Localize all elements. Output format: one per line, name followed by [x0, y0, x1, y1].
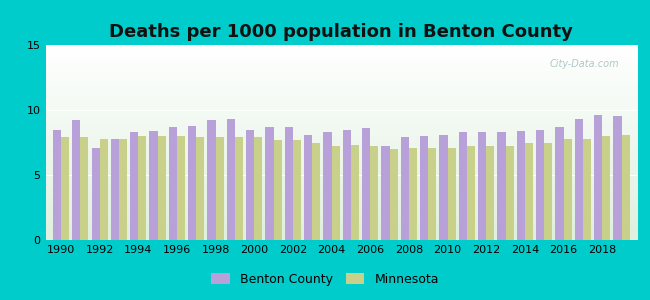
Bar [389, 149, 398, 240]
Bar [227, 119, 235, 240]
Bar [169, 127, 177, 240]
Bar [517, 131, 525, 240]
Bar [401, 137, 409, 240]
Bar [602, 136, 610, 240]
Bar [343, 130, 351, 240]
Bar [621, 135, 630, 240]
Bar [497, 132, 506, 240]
Bar [254, 137, 263, 240]
Bar [177, 136, 185, 240]
Bar [61, 137, 69, 240]
Bar [459, 132, 467, 240]
Bar [362, 128, 370, 240]
Bar [150, 131, 157, 240]
Bar [382, 146, 389, 240]
Bar [351, 145, 359, 240]
Bar [448, 148, 456, 240]
Bar [99, 139, 108, 240]
Bar [614, 116, 621, 240]
Bar [188, 126, 196, 240]
Bar [92, 148, 99, 240]
Bar [409, 148, 417, 240]
Bar [564, 139, 571, 240]
Bar [246, 130, 254, 240]
Bar [196, 137, 204, 240]
Bar [439, 135, 448, 240]
Bar [536, 130, 544, 240]
Bar [575, 119, 583, 240]
Bar [486, 146, 495, 240]
Bar [216, 137, 224, 240]
Text: City-Data.com: City-Data.com [550, 58, 619, 69]
Bar [138, 136, 146, 240]
Bar [594, 115, 602, 240]
Bar [467, 146, 475, 240]
Bar [428, 148, 436, 240]
Bar [119, 139, 127, 240]
Legend: Benton County, Minnesota: Benton County, Minnesota [206, 268, 444, 291]
Bar [235, 137, 243, 240]
Title: Deaths per 1000 population in Benton County: Deaths per 1000 population in Benton Cou… [109, 23, 573, 41]
Bar [285, 127, 293, 240]
Bar [72, 120, 81, 240]
Bar [111, 139, 119, 240]
Bar [583, 139, 591, 240]
Bar [324, 132, 332, 240]
Bar [130, 132, 138, 240]
Bar [207, 120, 216, 240]
Bar [81, 137, 88, 240]
Bar [420, 136, 428, 240]
Bar [304, 135, 312, 240]
Bar [544, 142, 552, 240]
Bar [312, 142, 320, 240]
Bar [265, 127, 274, 240]
Bar [332, 146, 340, 240]
Bar [478, 132, 486, 240]
Bar [506, 146, 514, 240]
Bar [274, 140, 281, 240]
Bar [370, 146, 378, 240]
Bar [293, 140, 301, 240]
Bar [525, 142, 533, 240]
Bar [157, 136, 166, 240]
Bar [53, 130, 61, 240]
Bar [556, 127, 564, 240]
